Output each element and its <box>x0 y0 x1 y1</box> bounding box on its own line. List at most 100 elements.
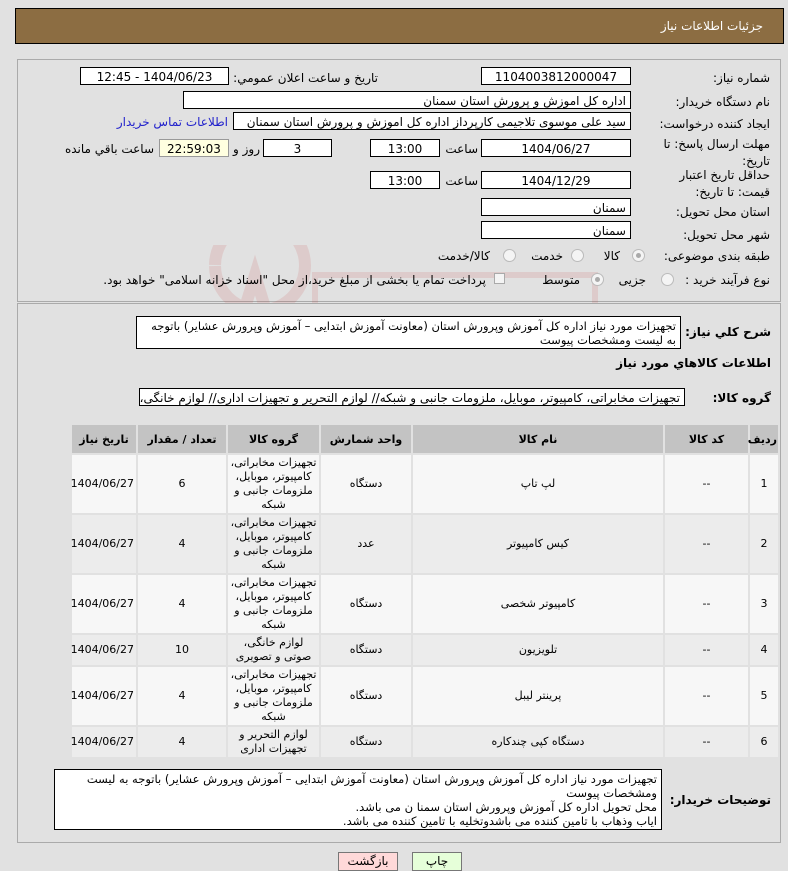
cell-n: 5 <box>748 665 780 727</box>
validity-label: حداقل تاریخ اعتبار قیمت: تا تاریخ: <box>679 168 770 199</box>
col-name: نام کالا <box>411 423 665 455</box>
process-label: نوع فرآیند خرید : <box>685 273 770 287</box>
treasury-payment-checkbox[interactable] <box>494 273 505 284</box>
validity-date-field: 1404/12/29 <box>481 171 631 189</box>
cell-unit: دستگاه <box>319 665 413 727</box>
validity-time-label: ساعت <box>445 174 478 188</box>
category-radio-service[interactable] <box>571 249 584 262</box>
category-option-goods: کالا <box>603 249 620 263</box>
cell-code: -- <box>663 725 750 759</box>
category-radio-goods[interactable] <box>632 249 645 262</box>
cell-name: لپ تاپ <box>411 453 665 515</box>
cell-group: تجهیزات مخابراتی، کامپیوتر، موبایل، ملزو… <box>226 453 321 515</box>
need-number-field: 1104003812000047 <box>481 67 631 85</box>
cell-qty: 4 <box>136 573 228 635</box>
summary-label: شرح کلي نياز: <box>685 325 771 339</box>
cell-n: 1 <box>748 453 780 515</box>
table-row: 6 -- دستگاه کپی چندکاره دستگاه لوازم التحریر… <box>70 725 780 759</box>
announce-label: تاریخ و ساعت اعلان عمومي: <box>233 71 378 85</box>
col-qty: تعداد / مقدار <box>136 423 228 455</box>
city-label: شهر محل تحویل: <box>683 228 770 242</box>
buyer-notes-row: توضیحات خریدار: تجهیزات مورد نیاز اداره … <box>18 769 780 830</box>
details-panel: شرح کلي نياز: تجهیزات مورد نیاز اداره کل… <box>17 303 781 843</box>
back-button[interactable]: بازگشت <box>338 852 398 871</box>
cell-code: -- <box>663 453 750 515</box>
page-title: جزئیات اطلاعات نیاز <box>660 19 763 33</box>
city-field: سمنان <box>481 221 631 239</box>
deadline-time-label: ساعت <box>445 142 478 156</box>
cell-unit: دستگاه <box>319 453 413 515</box>
creator-label: ايجاد کننده درخواست: <box>659 117 770 131</box>
cell-unit: دستگاه <box>319 633 413 667</box>
deadline-date-field: 1404/06/27 <box>481 139 631 157</box>
category-label: طبقه بندی موضوعی: <box>663 249 770 263</box>
goods-section-title: اطلاعات کالاهاي مورد نياز <box>616 356 771 370</box>
days-field: 3 <box>263 139 332 157</box>
col-unit: واحد شمارش <box>319 423 413 455</box>
buyer-org-label: نام دستگاه خريدار: <box>675 95 771 109</box>
buyer-notes-label: توضیحات خریدار: <box>669 793 771 807</box>
cell-code: -- <box>663 665 750 727</box>
deadline-time-field: 13:00 <box>370 139 440 157</box>
days-label: روز و <box>233 142 260 156</box>
buyer-org-field: اداره کل اموزش و پرورش استان سمنان <box>183 91 631 109</box>
category-option-service: خدمت <box>531 249 563 263</box>
col-code: کد کالا <box>663 423 750 455</box>
cell-name: دستگاه کپی چندکاره <box>411 725 665 759</box>
category-radio-both[interactable] <box>503 249 516 262</box>
cell-date: 1404/06/27 <box>70 513 138 575</box>
cell-group: تجهیزات مخابراتی، کامپیوتر، موبایل، ملزو… <box>226 513 321 575</box>
cell-n: 2 <box>748 513 780 575</box>
cell-group: تجهیزات مخابراتی، کامپیوتر، موبایل، ملزو… <box>226 573 321 635</box>
table-row: 3 -- کامپیوتر شخصی دستگاه تجهیزات مخابراتی، … <box>70 573 780 635</box>
cell-date: 1404/06/27 <box>70 665 138 727</box>
cell-group: لوازم خانگی، صوتی و تصویری <box>226 633 321 667</box>
goods-table: ردیف کد کالا نام کالا واحد شمارش گروه کا… <box>70 423 780 759</box>
cell-unit: دستگاه <box>319 725 413 759</box>
category-option-both: کالا/خدمت <box>437 249 490 263</box>
contact-buyer-link[interactable]: اطلاعات تماس خریدار <box>116 115 228 129</box>
need-number-label: شماره نیاز: <box>713 71 770 85</box>
validity-time-field: 13:00 <box>370 171 440 189</box>
process-radio-minor[interactable] <box>661 273 674 286</box>
cell-date: 1404/06/27 <box>70 453 138 515</box>
col-row: ردیف <box>748 423 780 455</box>
goods-group-label: گروه کالا: <box>712 391 771 405</box>
buyer-note-line: تجهیزات مورد نیاز اداره کل آموزش وپرورش … <box>86 772 657 800</box>
page-header: جزئیات اطلاعات نیاز <box>15 8 784 44</box>
payment-note: پرداخت تمام یا بخشی از مبلغ خرید،از محل … <box>103 273 486 287</box>
table-header-row: ردیف کد کالا نام کالا واحد شمارش گروه کا… <box>70 423 780 455</box>
cell-unit: دستگاه <box>319 573 413 635</box>
creator-field: سید علی موسوی تلاجیمی کارپرداز اداره کل … <box>233 112 631 130</box>
process-radio-medium[interactable] <box>591 273 604 286</box>
cell-name: پرینتر لیبل <box>411 665 665 727</box>
buyer-notes-textarea[interactable]: تجهیزات مورد نیاز اداره کل آموزش وپرورش … <box>54 769 662 830</box>
province-field: سمنان <box>481 198 631 216</box>
cell-qty: 6 <box>136 453 228 515</box>
table-row: 5 -- پرینتر لیبل دستگاه تجهیزات مخابراتی، کا… <box>70 665 780 727</box>
cell-qty: 4 <box>136 665 228 727</box>
button-row: چاپ بازگشت <box>17 852 781 871</box>
buyer-note-line: ایاب وذهاب با تامین کننده می باشدوتخلیه … <box>342 814 657 828</box>
cell-date: 1404/06/27 <box>70 725 138 759</box>
cell-name: کامپیوتر شخصی <box>411 573 665 635</box>
cell-qty: 4 <box>136 725 228 759</box>
remaining-time-field: 22:59:03 <box>159 139 229 157</box>
remaining-label: ساعت باقي مانده <box>64 142 154 156</box>
cell-date: 1404/06/27 <box>70 573 138 635</box>
cell-group: لوازم التحریر و تجهیزات اداری <box>226 725 321 759</box>
cell-n: 6 <box>748 725 780 759</box>
print-button[interactable]: چاپ <box>412 852 462 871</box>
summary-textarea[interactable]: تجهیزات مورد نیاز اداره کل آموزش وپرورش … <box>136 316 681 349</box>
process-option-minor: جزیی <box>618 273 646 287</box>
announce-field: 1404/06/23 - 12:45 <box>80 67 229 85</box>
cell-name: کیس کامپیوتر <box>411 513 665 575</box>
cell-qty: 4 <box>136 513 228 575</box>
col-date: تاریخ نیاز <box>70 423 138 455</box>
cell-code: -- <box>663 573 750 635</box>
province-label: استان محل تحویل: <box>675 205 770 219</box>
goods-group-field: تجهیزات مخابراتی، کامپیوتر، موبایل، ملزو… <box>139 388 685 406</box>
details-section: شرح کلي نياز: تجهیزات مورد نیاز اداره کل… <box>17 303 781 871</box>
deadline-label: مهلت ارسال پاسخ: تا تاریخ: <box>663 137 770 168</box>
cell-unit: عدد <box>319 513 413 575</box>
